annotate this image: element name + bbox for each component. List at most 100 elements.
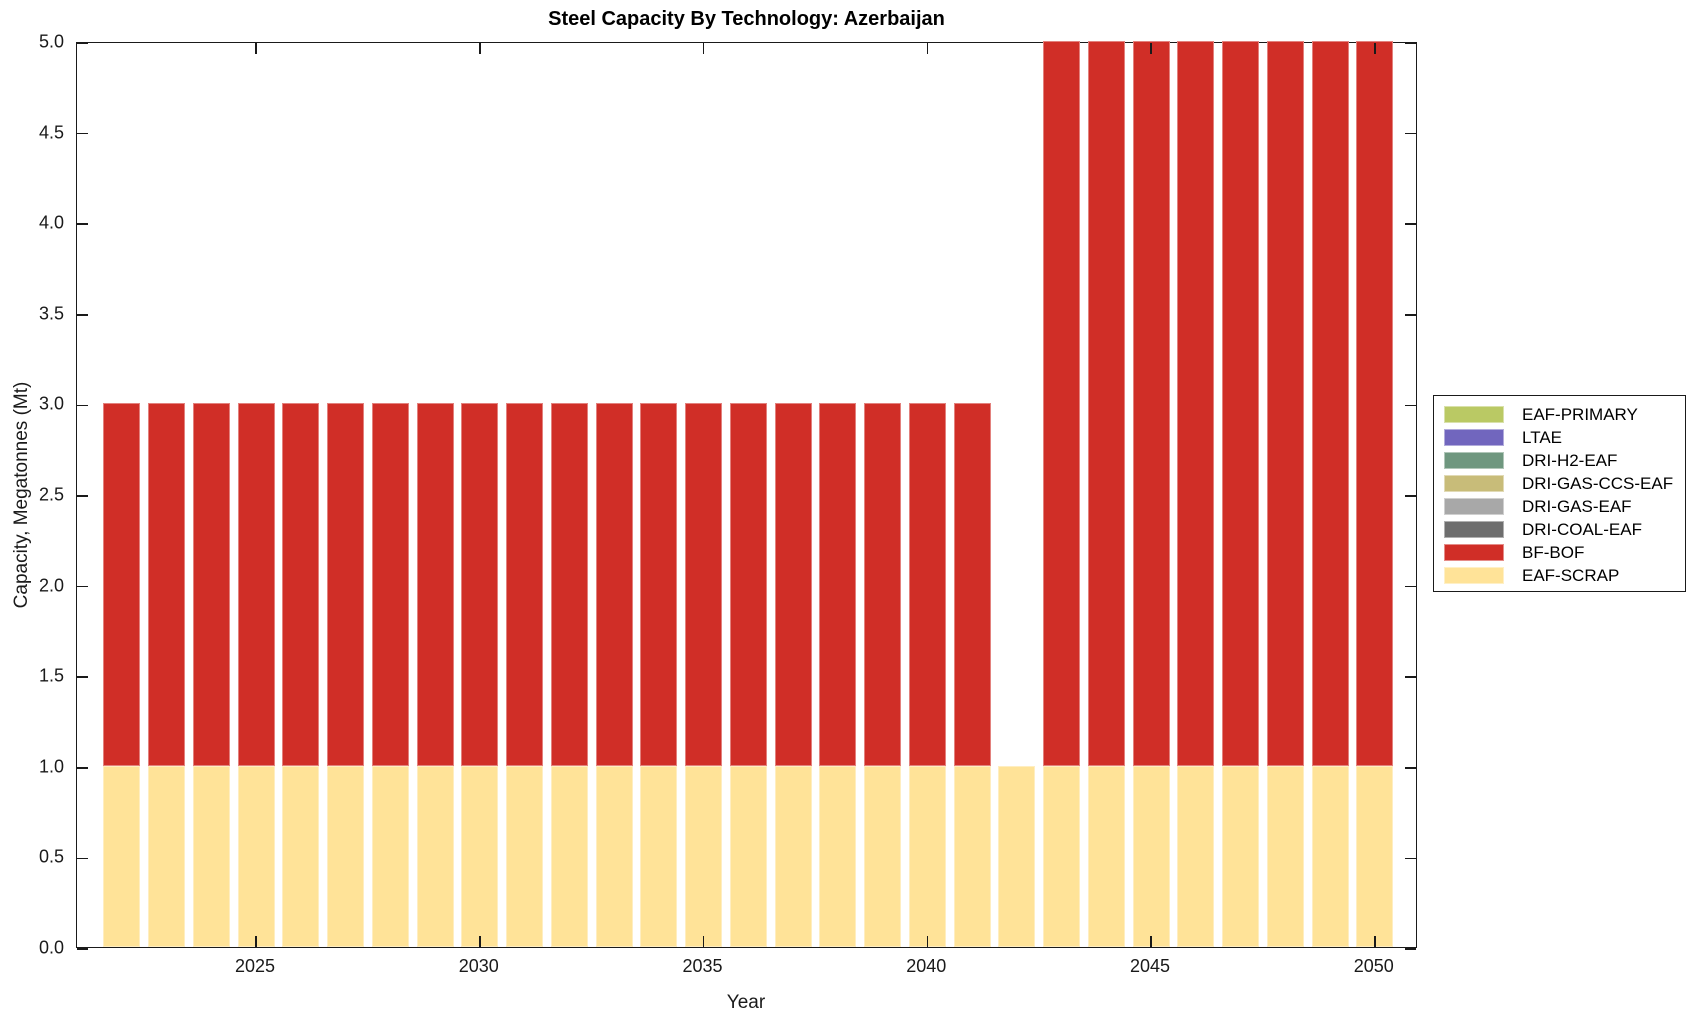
bar-segment-eaf-scrap xyxy=(864,765,901,947)
bar-segment-bf-bof xyxy=(1087,41,1125,766)
legend-label: DRI-COAL-EAF xyxy=(1522,519,1642,539)
bar-segment-eaf-scrap xyxy=(1132,765,1170,947)
bar-segment-bf-bof xyxy=(774,403,812,766)
bar-segment-bf-bof xyxy=(819,403,857,766)
bar-segment-bf-bof xyxy=(327,403,364,766)
bar-segment-eaf-scrap xyxy=(148,765,185,947)
y-tick-mark xyxy=(77,404,88,407)
bar-segment-bf-bof xyxy=(237,403,275,766)
bar-segment-eaf-scrap xyxy=(908,765,946,947)
y-tick-label: 4.0 xyxy=(38,212,64,233)
y-tick-label: 3.5 xyxy=(38,303,64,324)
y-tick-mark xyxy=(1405,42,1416,44)
bar-segment-bf-bof xyxy=(864,403,901,766)
legend-item: EAF-PRIMARY xyxy=(1434,403,1685,426)
y-tick-mark xyxy=(77,676,88,678)
x-tick-mark xyxy=(1374,43,1376,54)
legend-swatch xyxy=(1444,521,1504,538)
y-tick-mark xyxy=(77,314,88,316)
bar-segment-bf-bof xyxy=(506,403,543,766)
y-tick-mark xyxy=(1405,132,1416,135)
x-tick-mark xyxy=(479,43,481,54)
y-tick-mark xyxy=(1405,948,1416,950)
y-tick-label: 0.5 xyxy=(38,846,64,867)
bar-segment-eaf-scrap xyxy=(550,765,588,947)
legend-swatch xyxy=(1444,429,1504,446)
bar-segment-bf-bof xyxy=(1311,41,1349,766)
bar-segment-eaf-scrap xyxy=(506,765,543,947)
bar-segment-bf-bof xyxy=(148,403,185,766)
y-tick-mark xyxy=(77,495,88,497)
y-tick-mark xyxy=(1405,314,1416,316)
legend-item: DRI-COAL-EAF xyxy=(1434,518,1685,541)
y-tick-mark xyxy=(1405,857,1416,860)
bar-segment-bf-bof xyxy=(371,403,409,766)
legend-item: LTAE xyxy=(1434,426,1685,449)
x-tick-mark xyxy=(255,936,257,947)
y-tick-mark xyxy=(1405,223,1416,225)
bar-segment-eaf-scrap xyxy=(1311,765,1349,947)
bar-segment-eaf-scrap xyxy=(1266,765,1304,947)
bar-segment-eaf-scrap xyxy=(819,765,857,947)
bar-segment-bf-bof xyxy=(908,403,946,766)
y-tick-mark xyxy=(1405,767,1416,769)
bar-segment-bf-bof xyxy=(685,403,722,766)
bar-segment-eaf-scrap xyxy=(685,765,722,947)
y-tick-mark xyxy=(77,857,88,860)
x-tick-label: 2030 xyxy=(458,956,499,976)
legend-label: DRI-GAS-EAF xyxy=(1522,496,1632,516)
legend-swatch xyxy=(1444,498,1504,515)
legend-item: DRI-GAS-EAF xyxy=(1434,495,1685,518)
x-axis-label: Year xyxy=(726,992,766,1013)
bar-segment-bf-bof xyxy=(1266,41,1304,766)
x-tick-mark xyxy=(479,936,481,947)
bar-segment-eaf-scrap xyxy=(1222,765,1259,947)
bar-segment-bf-bof xyxy=(461,403,499,766)
bar-segment-bf-bof xyxy=(1177,41,1215,766)
bar-segment-bf-bof xyxy=(1043,41,1080,766)
bar-segment-eaf-scrap xyxy=(371,765,409,947)
legend-label: DRI-H2-EAF xyxy=(1522,450,1618,470)
y-tick-label: 1.5 xyxy=(38,665,64,686)
y-tick-mark xyxy=(1405,585,1416,588)
x-tick-label: 2050 xyxy=(1353,956,1394,976)
x-tick-mark xyxy=(1150,43,1152,54)
bar-segment-eaf-scrap xyxy=(1356,765,1394,947)
bar-segment-eaf-scrap xyxy=(595,765,633,947)
bar-segment-bf-bof xyxy=(416,403,454,766)
bar-segment-eaf-scrap xyxy=(1087,765,1125,947)
bar-segment-eaf-scrap xyxy=(729,765,767,947)
plot-area xyxy=(76,41,1417,950)
x-tick-mark xyxy=(702,43,705,54)
bar-segment-eaf-scrap xyxy=(1043,765,1080,947)
bar-segment-eaf-scrap xyxy=(640,765,678,947)
bar-segment-eaf-scrap xyxy=(998,765,1036,947)
legend-swatch xyxy=(1444,452,1504,469)
y-tick-mark xyxy=(1405,495,1416,497)
bar-segment-eaf-scrap xyxy=(282,765,320,947)
legend-item: EAF-SCRAP xyxy=(1434,564,1685,587)
y-tick-mark xyxy=(77,585,88,588)
bar-segment-eaf-scrap xyxy=(774,765,812,947)
bar-segment-bf-bof xyxy=(103,403,141,766)
y-tick-mark xyxy=(77,223,88,225)
legend-item: BF-BOF xyxy=(1434,541,1685,564)
x-tick-mark xyxy=(702,936,705,947)
y-tick-label: 3.0 xyxy=(38,393,64,414)
legend-swatch xyxy=(1444,475,1504,492)
y-tick-label: 4.5 xyxy=(38,122,64,143)
y-tick-mark xyxy=(77,948,88,950)
y-tick-mark xyxy=(77,42,88,44)
y-tick-mark xyxy=(1405,676,1416,678)
y-tick-label: 5.0 xyxy=(38,31,64,52)
bar-segment-eaf-scrap xyxy=(461,765,499,947)
bar-segment-eaf-scrap xyxy=(1177,765,1215,947)
y-tick-label: 2.0 xyxy=(38,575,64,596)
bar-segment-eaf-scrap xyxy=(237,765,275,947)
bar-segment-bf-bof xyxy=(192,403,230,766)
x-tick-label: 2025 xyxy=(234,956,276,976)
legend-item: DRI-H2-EAF xyxy=(1434,449,1685,472)
y-tick-label: 2.5 xyxy=(38,484,64,505)
x-tick-mark xyxy=(1150,936,1152,947)
